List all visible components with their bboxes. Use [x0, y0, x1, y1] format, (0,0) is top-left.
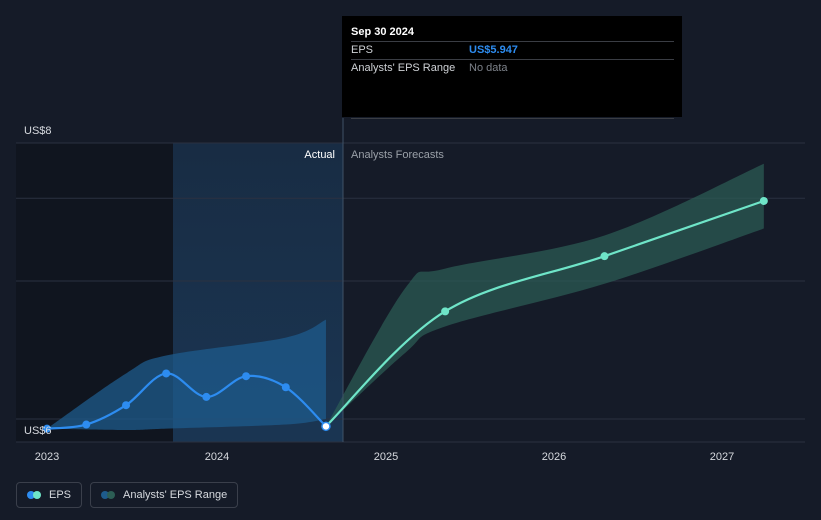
- legend: EPS Analysts' EPS Range: [16, 482, 239, 508]
- legend-eps-toggle[interactable]: EPS: [16, 482, 83, 508]
- eps-point-selected[interactable]: [321, 421, 331, 432]
- eps-points: [43, 196, 768, 433]
- y-tick-label: US$8: [24, 125, 52, 137]
- forecast-point[interactable]: [759, 196, 768, 205]
- tooltip-eps-value: US$5.947: [469, 44, 518, 56]
- forecast-eps-range-band: [325, 163, 764, 427]
- legend-range-toggle[interactable]: Analysts' EPS Range: [90, 482, 239, 508]
- eps-point[interactable]: [242, 372, 251, 381]
- tooltip: Sep 30 2024 EPS US$5.947 Analysts' EPS R…: [342, 16, 682, 119]
- eps-point[interactable]: [43, 424, 51, 433]
- x-axis-ticks: 2023 2024 2025 2026 2027: [35, 451, 734, 463]
- tooltip-range-value: No data: [469, 62, 508, 74]
- tooltip-eps-row: EPS US$5.947: [351, 41, 674, 59]
- forecast-point[interactable]: [441, 307, 450, 316]
- eps-point[interactable]: [82, 420, 91, 429]
- range-legend-icon: [101, 491, 117, 499]
- x-tick-label: 2024: [205, 451, 229, 463]
- legend-range-label: Analysts' EPS Range: [123, 489, 228, 501]
- tooltip-divider: [351, 118, 674, 119]
- x-tick-label: 2027: [710, 451, 734, 463]
- actual-eps-range-band: [47, 319, 326, 431]
- eps-chart: US$8 US$6 2023 2024 2025 2026 2027 Actual Ana…: [16, 118, 805, 463]
- tooltip-range-row: Analysts' EPS Range No data: [351, 59, 674, 77]
- eps-point[interactable]: [202, 392, 211, 401]
- tooltip-range-label: Analysts' EPS Range: [351, 62, 456, 74]
- x-tick-label: 2025: [374, 451, 398, 463]
- eps-point[interactable]: [122, 401, 131, 410]
- forecast-label: Analysts Forecasts: [351, 149, 444, 161]
- x-tick-label: 2026: [542, 451, 566, 463]
- x-tick-label: 2023: [35, 451, 59, 463]
- forecast-point[interactable]: [600, 252, 609, 261]
- actual-label: Actual: [304, 149, 335, 161]
- eps-point[interactable]: [281, 383, 290, 392]
- tooltip-eps-label: EPS: [351, 44, 374, 56]
- eps-legend-icon: [27, 491, 43, 499]
- y-axis-ticks: US$8 US$6: [24, 125, 52, 437]
- forecast-eps-line: [325, 199, 765, 428]
- y-tick-label: US$6: [24, 425, 52, 437]
- tooltip-date: Sep 30 2024: [351, 26, 414, 38]
- legend-eps-label: EPS: [49, 489, 72, 501]
- eps-range-bands: [47, 163, 764, 431]
- eps-point[interactable]: [162, 369, 171, 378]
